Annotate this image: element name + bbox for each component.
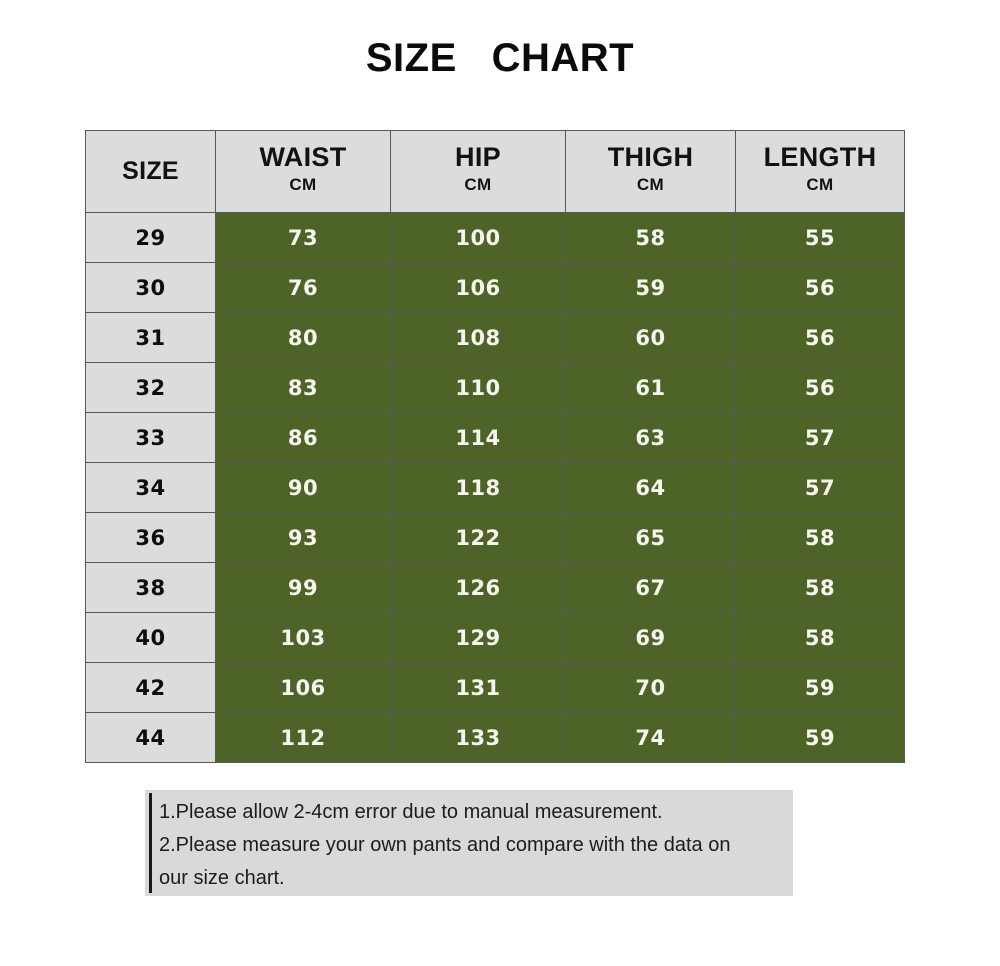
column-header-length-label: LENGTH: [763, 141, 877, 172]
cell-thigh: 74: [565, 712, 736, 763]
table-row: 34 90 118 64 57: [85, 462, 905, 513]
table-row: 31 80 108 60 56: [85, 312, 905, 363]
column-header-waist: WAIST CM: [215, 130, 391, 213]
header-row: SIZE WAIST CM HIP CM THIGH CM LENGTH CM: [85, 130, 905, 213]
column-header-thigh: THIGH CM: [565, 130, 736, 213]
column-header-waist-unit: CM: [289, 175, 317, 195]
cell-length: 58: [735, 512, 905, 563]
cell-hip: 106: [390, 262, 566, 313]
table-body: 29 73 100 58 55 30 76 106 59 56 31 80 108 60 56 32 83 110…: [85, 212, 905, 763]
cell-length: 57: [735, 462, 905, 513]
cell-length: 58: [735, 612, 905, 663]
cell-waist: 93: [215, 512, 391, 563]
cell-hip: 110: [390, 362, 566, 413]
cell-length: 56: [735, 312, 905, 363]
page-title: SIZE CHART: [365, 36, 635, 80]
cell-waist: 76: [215, 262, 391, 313]
column-header-hip: HIP CM: [390, 130, 566, 213]
footnote-box: 1.Please allow 2-4cm error due to manual…: [145, 790, 793, 896]
cell-hip: 100: [390, 212, 566, 263]
cell-waist: 90: [215, 462, 391, 513]
cell-hip: 108: [390, 312, 566, 363]
cell-hip: 122: [390, 512, 566, 563]
cell-size: 38: [85, 562, 216, 613]
footnote-lines: 1.Please allow 2-4cm error due to manual…: [159, 796, 779, 895]
cell-length: 59: [735, 662, 905, 713]
cell-size: 33: [85, 412, 216, 463]
cell-size: 36: [85, 512, 216, 563]
footnote-line: our size chart.: [159, 867, 285, 889]
cell-size: 42: [85, 662, 216, 713]
table-row: 42 106 131 70 59: [85, 662, 905, 713]
cell-length: 57: [735, 412, 905, 463]
table-row: 29 73 100 58 55: [85, 212, 905, 263]
table-row: 36 93 122 65 58: [85, 512, 905, 563]
cell-waist: 80: [215, 312, 391, 363]
cell-length: 56: [735, 262, 905, 313]
column-header-size-label: SIZE: [122, 157, 179, 185]
cell-waist: 106: [215, 662, 391, 713]
cell-waist: 86: [215, 412, 391, 463]
cell-waist: 83: [215, 362, 391, 413]
table-header: SIZE WAIST CM HIP CM THIGH CM LENGTH CM: [85, 130, 905, 213]
footnote-left-bar: [149, 793, 152, 893]
footnote-line: 2.Please measure your own pants and comp…: [159, 834, 731, 856]
table-row: 33 86 114 63 57: [85, 412, 905, 463]
table-row: 38 99 126 67 58: [85, 562, 905, 613]
cell-size: 44: [85, 712, 216, 763]
cell-waist: 112: [215, 712, 391, 763]
cell-waist: 99: [215, 562, 391, 613]
cell-thigh: 58: [565, 212, 736, 263]
cell-size: 40: [85, 612, 216, 663]
column-header-waist-label: WAIST: [259, 141, 347, 172]
cell-hip: 131: [390, 662, 566, 713]
cell-hip: 114: [390, 412, 566, 463]
cell-size: 30: [85, 262, 216, 313]
footnote-line: 1.Please allow 2-4cm error due to manual…: [159, 801, 663, 823]
table-row: 30 76 106 59 56: [85, 262, 905, 313]
cell-thigh: 70: [565, 662, 736, 713]
cell-thigh: 59: [565, 262, 736, 313]
cell-thigh: 69: [565, 612, 736, 663]
cell-length: 56: [735, 362, 905, 413]
cell-size: 31: [85, 312, 216, 363]
column-header-hip-unit: CM: [464, 175, 492, 195]
column-header-hip-label: HIP: [455, 141, 501, 172]
table-row: 40 103 129 69 58: [85, 612, 905, 663]
table-row: 32 83 110 61 56: [85, 362, 905, 413]
size-chart-table: SIZE WAIST CM HIP CM THIGH CM LENGTH CM …: [85, 130, 905, 763]
column-header-thigh-label: THIGH: [607, 141, 694, 172]
cell-waist: 103: [215, 612, 391, 663]
cell-hip: 118: [390, 462, 566, 513]
column-header-thigh-unit: CM: [636, 175, 665, 195]
cell-size: 34: [85, 462, 216, 513]
cell-waist: 73: [215, 212, 391, 263]
cell-length: 59: [735, 712, 905, 763]
column-header-length: LENGTH CM: [735, 130, 905, 213]
cell-length: 55: [735, 212, 905, 263]
cell-thigh: 63: [565, 412, 736, 463]
column-header-size: SIZE: [85, 130, 216, 213]
column-header-length-unit: CM: [806, 175, 834, 195]
cell-hip: 133: [390, 712, 566, 763]
cell-thigh: 61: [565, 362, 736, 413]
cell-hip: 126: [390, 562, 566, 613]
cell-thigh: 60: [565, 312, 736, 363]
cell-thigh: 64: [565, 462, 736, 513]
table-row: 44 112 133 74 59: [85, 712, 905, 763]
cell-size: 29: [85, 212, 216, 263]
cell-thigh: 65: [565, 512, 736, 563]
cell-length: 58: [735, 562, 905, 613]
cell-thigh: 67: [565, 562, 736, 613]
cell-hip: 129: [390, 612, 566, 663]
cell-size: 32: [85, 362, 216, 413]
